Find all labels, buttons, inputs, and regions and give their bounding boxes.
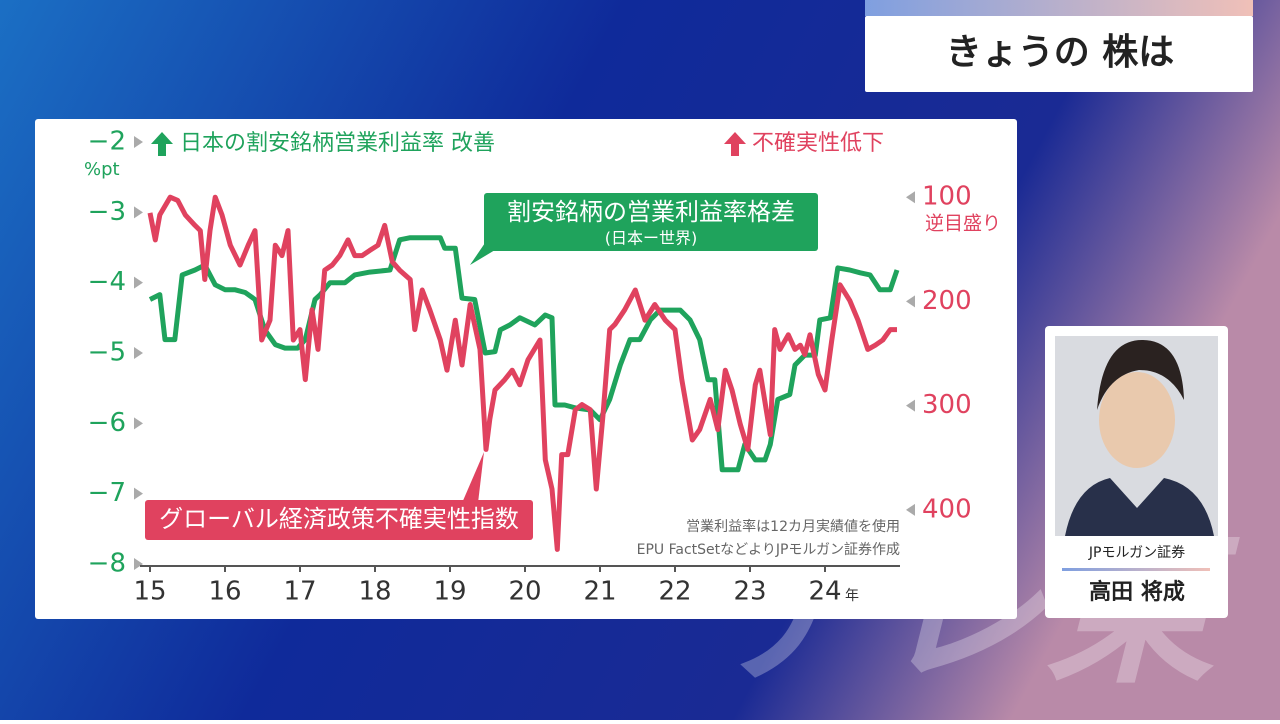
x-tick-label: 16: [208, 577, 241, 607]
y-tick-label: −4: [88, 267, 126, 297]
legend-box: [145, 500, 533, 540]
y-tick: [134, 136, 143, 148]
presenter-name: 高田 将成: [1089, 579, 1185, 605]
y-tick: [134, 276, 143, 289]
x-tick-label: 17: [283, 577, 316, 607]
up-arrow: [151, 132, 173, 156]
y2-tick-label: 100: [922, 182, 972, 212]
left-note: 日本の割安銘柄営業利益率 改善: [180, 131, 495, 156]
right-note: 不確実性低下: [752, 131, 884, 156]
callout: [462, 452, 484, 503]
y-tick-label: −3: [88, 197, 126, 227]
y-tick-label: −5: [88, 338, 126, 368]
x-unit: 年: [845, 588, 859, 604]
divider: [1062, 568, 1210, 571]
right-axis-note: 逆目盛り: [925, 213, 1001, 235]
x-tick-label: 18: [358, 577, 391, 607]
series-line: [147, 194, 897, 552]
photo-suit: [1065, 478, 1214, 536]
photo-hair: [1097, 340, 1184, 410]
legend-label: 割安銘柄の営業利益率格差: [507, 198, 795, 226]
presenter-company: JPモルガン証券: [1088, 545, 1185, 561]
page-title: きょうの 株は: [946, 32, 1175, 73]
legend-label: グローバル経済政策不確実性指数: [159, 505, 519, 533]
x-tick-label: 20: [508, 577, 541, 607]
y-tick: [134, 206, 143, 219]
legend-sublabel: (日本ー世界): [605, 229, 698, 248]
y-tick-label: −6: [88, 408, 126, 438]
x-tick-label: 22: [658, 577, 691, 607]
y-tick-label: −8: [88, 549, 126, 579]
x-tick-label: 23: [733, 577, 766, 607]
photo-face: [1099, 372, 1175, 468]
y2-tick: [906, 399, 915, 412]
y-tick: [134, 417, 143, 430]
y2-tick-label: 200: [922, 286, 972, 316]
y2-tick-label: 400: [922, 494, 972, 524]
footnote: EPU FactSetなどよりJPモルガン証券作成: [637, 542, 900, 558]
y-tick-label: −2: [88, 127, 126, 157]
x-tick-label: 24: [808, 577, 841, 607]
y-tick: [134, 487, 143, 500]
y2-tick-label: 300: [922, 390, 972, 420]
y2-tick: [906, 191, 915, 204]
footnote: 営業利益率は12カ月実績値を使用: [686, 518, 900, 535]
x-tick-label: 15: [133, 577, 166, 607]
y2-tick: [906, 503, 915, 516]
left-unit: %pt: [84, 159, 120, 180]
x-tick-label: 19: [433, 577, 466, 607]
y-tick-label: −7: [88, 478, 126, 508]
up-arrow: [724, 132, 746, 156]
y-tick: [134, 558, 143, 570]
title-bar: [865, 0, 1253, 16]
y2-tick: [906, 295, 915, 308]
title-box: [865, 16, 1253, 92]
x-tick-label: 21: [583, 577, 616, 607]
legend-box: [484, 193, 818, 251]
series-line: [148, 235, 900, 473]
y-tick: [134, 347, 143, 359]
